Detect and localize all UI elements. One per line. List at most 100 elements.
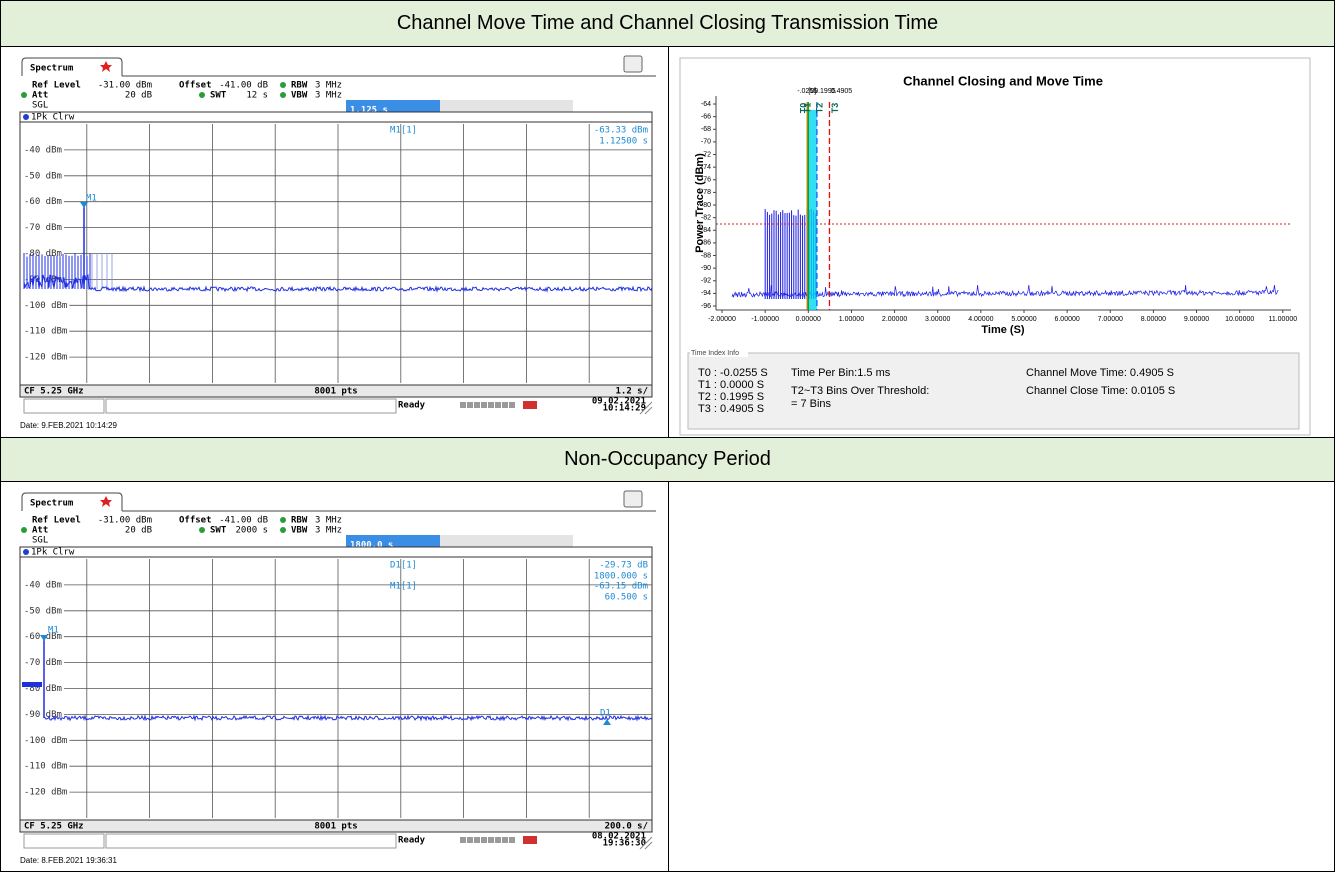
x-tick-label: 2.00000 [882, 316, 907, 323]
tab [21, 57, 123, 76]
info-bins-over: T2~T3 Bins Over Threshold: [791, 385, 929, 397]
x-axis-label: Time (S) [981, 324, 1025, 336]
trace-label: 1Pk Clrw [31, 548, 75, 558]
section-header: Channel Move Time and Channel Closing Tr… [0, 0, 1335, 47]
status-dot [280, 82, 286, 88]
setting: VBW [291, 526, 308, 536]
time-marker-label: 0.4905 [831, 88, 853, 95]
icon [623, 55, 643, 73]
setting: SWT [210, 91, 227, 101]
chart-title: Channel Closing and Move Time [903, 73, 1103, 88]
y-tick-label: -64 [701, 101, 711, 108]
progress-cell [509, 837, 515, 843]
y-tick-label: -90 [701, 265, 711, 272]
setting: RBW [291, 81, 308, 91]
progress-cell [460, 837, 466, 843]
setting: Att [32, 91, 48, 101]
status-dot [280, 517, 286, 523]
icon [623, 490, 643, 508]
status-dot [280, 92, 286, 98]
tab [21, 492, 123, 511]
y-tick-label: -66 [701, 113, 711, 120]
marker-symbol [80, 202, 88, 208]
setting: 3 MHz [315, 516, 342, 526]
y-label: -120 dBm [24, 788, 67, 798]
y-label: -40 dBm [24, 145, 62, 155]
status-box [105, 833, 397, 849]
y-label: -80 dBm [24, 249, 62, 259]
setting: 3 MHz [315, 81, 342, 91]
time-marker-name: T3 [830, 103, 840, 114]
progress-cell [502, 837, 508, 843]
time-marker-label: [0] [808, 88, 816, 95]
x-tick-label: 0.00000 [796, 316, 821, 323]
footer-span: 1.2 s/ [615, 387, 648, 397]
x-tick-label: -2.00000 [708, 316, 736, 323]
progress-cell [495, 837, 501, 843]
y-tick-label: -68 [701, 126, 711, 133]
status-time: 10:14:29 [603, 404, 646, 414]
info-time: T1 : 0.0000 S [698, 379, 764, 391]
status-dot [21, 92, 27, 98]
y-label: -60 dBm [24, 197, 62, 207]
icon [100, 61, 112, 72]
progress-cell [467, 837, 473, 843]
y-tick-label: -78 [701, 189, 711, 196]
caption: Date: 9.FEB.2021 10:14:29 [20, 421, 118, 430]
setting: 12 s [246, 91, 268, 101]
y-label: -90 dBm [24, 710, 62, 720]
closing-band [808, 110, 817, 310]
y-tick-label: -80 [701, 202, 711, 209]
y-label: -70 dBm [24, 223, 62, 233]
setting: 3 MHz [315, 91, 342, 101]
setting: Offset [179, 81, 212, 91]
y-label: -110 dBm [24, 762, 67, 772]
caption: Date: 8.FEB.2021 19:36:31 [20, 856, 118, 865]
time-marker-label: 0.1995 [814, 88, 836, 95]
y-tick-label: -74 [701, 164, 711, 171]
setting: Ref Level [32, 81, 81, 91]
x-tick-label: 7.00000 [1098, 316, 1123, 323]
y-tick-label: -70 [701, 139, 711, 146]
status-dot [199, 92, 205, 98]
info-time: T3 : 0.4905 S [698, 403, 764, 415]
y-label: -100 dBm [24, 736, 67, 746]
trace [23, 274, 653, 293]
progress-cell [488, 837, 494, 843]
progress-cell [467, 402, 473, 408]
time-marker-label: -.0255 [797, 88, 817, 95]
section-header: Non-Occupancy Period [0, 437, 1335, 482]
info-title-bg [690, 349, 748, 357]
x-tick-label: 4.00000 [968, 316, 993, 323]
setting: RBW [291, 516, 308, 526]
setting: Offset [179, 516, 212, 526]
footer-points: 8001 pts [314, 387, 357, 397]
lxi-icon [523, 836, 537, 844]
analyzer-screenshot: Spectrum Ref Level -31.00 dBm Offset -41.00 … [19, 55, 656, 430]
y-label: -120 dBm [24, 353, 67, 363]
trace [731, 284, 1279, 298]
marker-symbol [40, 635, 48, 641]
setting: VBW [291, 91, 308, 101]
marker-value: -63.15 dBm [594, 582, 648, 592]
y-tick-label: -76 [701, 177, 711, 184]
footer-bar [19, 819, 653, 833]
y-label: -50 dBm [24, 606, 62, 616]
marker-tag: M1 [48, 626, 59, 636]
status-date: 08.02.2021 [592, 832, 646, 842]
marker-name: D1[1] [390, 561, 417, 571]
info-box [687, 352, 1300, 430]
y-tick-label: -94 [701, 290, 711, 297]
trace-dot [23, 114, 29, 120]
footer-center: CF 5.25 GHz [24, 387, 84, 397]
progress-cell [502, 402, 508, 408]
info-time: T2 : 0.1995 S [698, 391, 764, 403]
setting: Ref Level [32, 516, 81, 526]
tab-label: Spectrum [30, 64, 74, 74]
progress-cell [474, 402, 480, 408]
setting: 20 dB [125, 526, 152, 536]
status-dot [199, 527, 205, 533]
y-tick-label: -84 [701, 227, 711, 234]
marker-position: 1.12500 s [599, 137, 648, 147]
x-tick-label: 1.00000 [839, 316, 864, 323]
